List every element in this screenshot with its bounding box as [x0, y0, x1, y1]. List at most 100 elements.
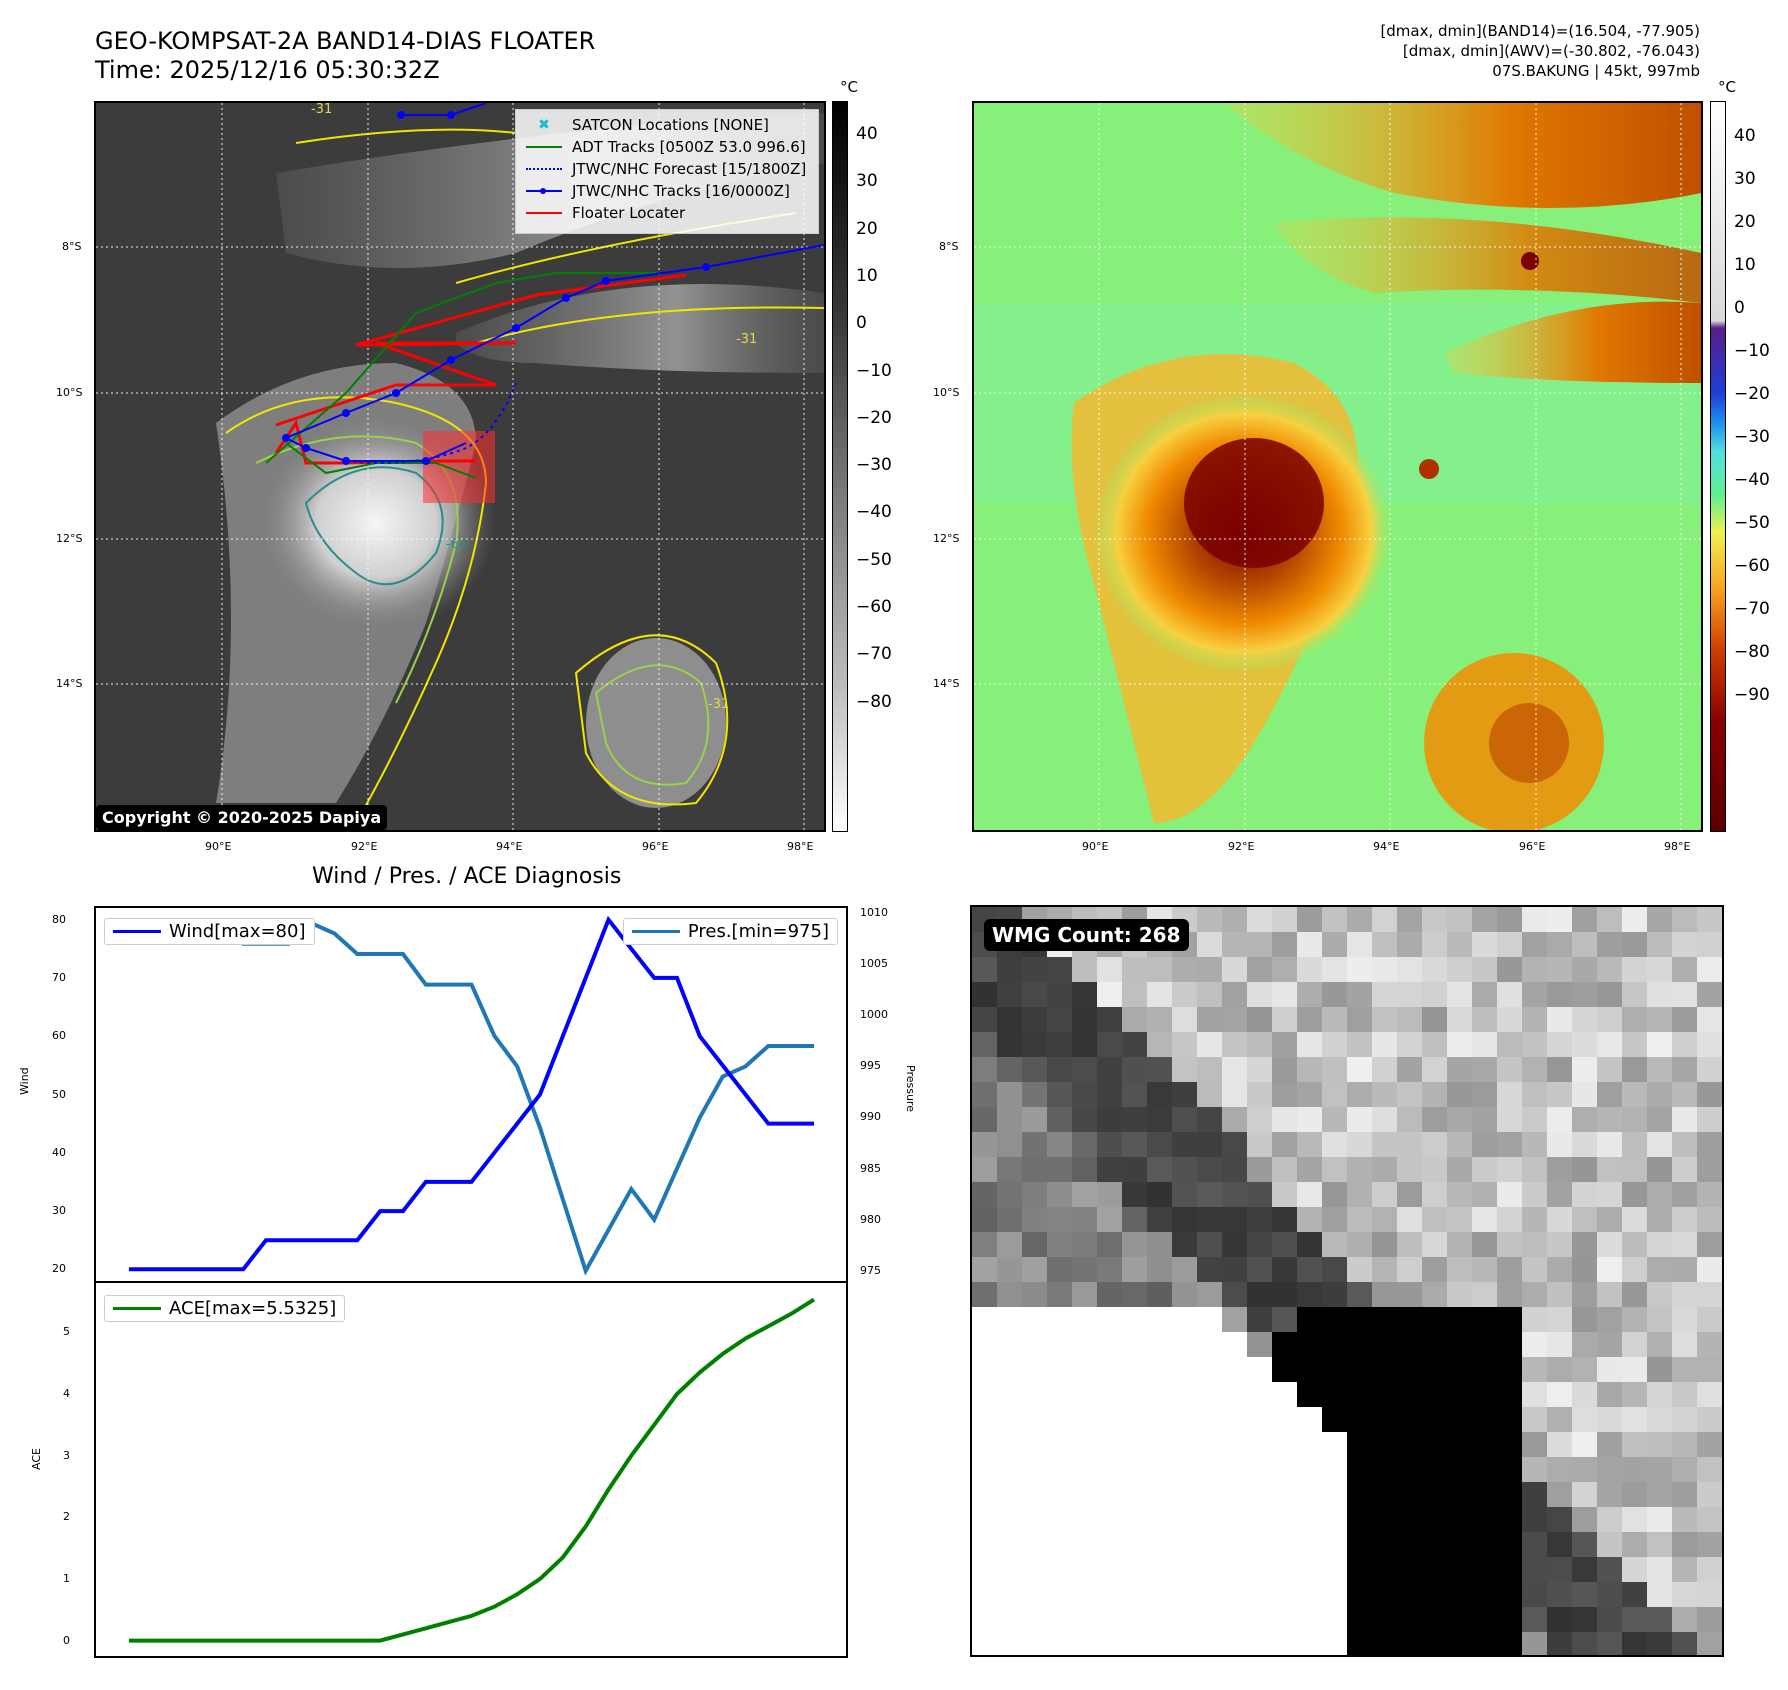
lat-label: 8°S — [62, 240, 82, 253]
pressure-tick-label: 985 — [860, 1161, 881, 1175]
solid-line-icon — [631, 930, 680, 933]
ace-panel: ACE[max=5.5325] — [94, 1281, 848, 1658]
pressure-series-line — [129, 920, 814, 1276]
wmg-image — [972, 907, 1722, 1655]
floater-box — [423, 431, 495, 503]
solid-line-icon — [524, 140, 564, 154]
info-line1: [dmax, dmin](BAND14)=(16.504, -77.905) — [1380, 22, 1700, 40]
ace-tick-label: 1 — [63, 1571, 70, 1585]
colorbar-tick-label: −40 — [1734, 470, 1770, 490]
contour-label: -31 — [311, 103, 332, 117]
figure-title-line2: Time: 2025/12/16 05:30:32Z — [95, 56, 440, 84]
info-line2: [dmax, dmin](AWV)=(-30.802, -76.043) — [1402, 42, 1700, 60]
pres-legend: Pres.[min=975] — [622, 918, 838, 945]
colorbar-tick-label: 10 — [856, 265, 878, 286]
legend-item-adt: ADT Tracks [0500Z 53.0 996.6] — [524, 136, 810, 158]
lat-label: 10°S — [56, 386, 83, 399]
contour-label: -31 — [708, 697, 729, 712]
wmg-count-badge: WMG Count: 268 — [984, 919, 1189, 951]
pressure-tick-label: 990 — [860, 1110, 881, 1124]
colorbar-tick-label: 30 — [1734, 169, 1756, 189]
colorbar-tick-label: 20 — [856, 218, 878, 239]
colorbar-tick-label: −10 — [1734, 341, 1770, 361]
ace-tick-label: 3 — [63, 1448, 70, 1462]
colorbar-tick-label: −30 — [1734, 427, 1770, 447]
lat-label: 14°S — [56, 677, 83, 690]
lon-label: 98°E — [1664, 840, 1691, 853]
legend-item-floater: Floater Locater — [524, 202, 810, 224]
solid-line-icon — [113, 1307, 161, 1310]
wind-tick-label: 70 — [52, 970, 66, 984]
wind-tick-label: 40 — [52, 1145, 66, 1159]
color-colorbar-unit: °C — [1718, 78, 1736, 96]
color-map-gridlines — [974, 103, 1701, 830]
colorbar-tick-label: −90 — [1734, 685, 1770, 705]
legend-item-satcon: ✖ SATCON Locations [NONE] — [524, 114, 810, 136]
colorbar-tick-label: 10 — [1734, 255, 1756, 275]
line-dot-icon — [524, 184, 564, 198]
color-colorbar — [1710, 101, 1726, 832]
colorbar-tick-label: −60 — [1734, 556, 1770, 576]
lat-label: 10°S — [933, 386, 960, 399]
colorbar-tick-label: −20 — [1734, 384, 1770, 404]
wind-tick-label: 60 — [52, 1029, 66, 1043]
lon-label: 90°E — [1082, 840, 1109, 853]
colorbar-tick-label: −40 — [856, 502, 892, 523]
floater-locater-track — [275, 273, 687, 427]
pressure-tick-label: 995 — [860, 1059, 881, 1073]
lon-label: 92°E — [351, 840, 378, 853]
color-map-image — [974, 103, 1701, 830]
pressure-tick-label: 980 — [860, 1212, 881, 1226]
colorbar-tick-label: −20 — [856, 407, 892, 428]
figure-title-line1: GEO-KOMPSAT-2A BAND14-DIAS FLOATER — [95, 27, 596, 55]
map-legend: ✖ SATCON Locations [NONE] ADT Tracks [05… — [515, 109, 819, 234]
wind-pressure-plot — [129, 915, 814, 1276]
jtwc-forecast — [345, 382, 517, 464]
color-map-panel — [972, 101, 1703, 832]
colorbar-tick-label: −80 — [1734, 642, 1770, 662]
solid-line-icon — [524, 206, 564, 220]
colorbar-tick-label: −70 — [856, 644, 892, 665]
x-marker-icon: ✖ — [538, 117, 550, 133]
wind-tick-label: 50 — [52, 1087, 66, 1101]
ace-tick-label: 5 — [63, 1325, 70, 1339]
wmg-panel: WMG Count: 268 — [970, 905, 1724, 1657]
wind-tick-label: 20 — [52, 1262, 66, 1276]
lat-label: 8°S — [939, 240, 959, 253]
colorbar-tick-label: −10 — [856, 360, 892, 381]
copyright-badge: Copyright © 2020-2025 Dapiya — [96, 805, 388, 830]
pressure-tick-label: 1005 — [860, 957, 888, 971]
colorbar-tick-label: −70 — [1734, 599, 1770, 619]
solid-line-icon — [113, 930, 161, 933]
legend-item-jtwc: JTWC/NHC Tracks [16/0000Z] — [524, 180, 810, 202]
ace-legend: ACE[max=5.5325] — [104, 1295, 346, 1322]
pressure-tick-label: 975 — [860, 1263, 881, 1277]
contour-label: -64 — [446, 537, 467, 552]
lon-label: 92°E — [1228, 840, 1255, 853]
ace-axis-label: ACE — [30, 1448, 43, 1470]
lat-label: 12°S — [56, 532, 83, 545]
contour-label: -31 — [736, 332, 757, 347]
colorbar-tick-label: −50 — [856, 549, 892, 570]
ir-map-panel: -31 -64 -31 -31 — [94, 101, 826, 832]
lon-label: 96°E — [1519, 840, 1546, 853]
lon-label: 98°E — [787, 840, 814, 853]
colorbar-tick-label: −80 — [856, 691, 892, 712]
colorbar-tick-label: −60 — [856, 597, 892, 617]
pressure-axis-label: Pressure — [904, 1065, 917, 1112]
ace-plot — [129, 1297, 816, 1643]
ir-colorbar-unit: °C — [840, 78, 858, 96]
lat-label: 12°S — [933, 532, 960, 545]
colorbar-tick-label: −50 — [1734, 513, 1770, 533]
diagnosis-title: Wind / Pres. / ACE Diagnosis — [312, 864, 622, 889]
info-line3: 07S.BAKUNG | 45kt, 997mb — [1492, 62, 1700, 80]
wind-axis-label: Wind — [18, 1067, 31, 1095]
colorbar-tick-label: 40 — [1734, 126, 1756, 146]
wind-tick-label: 80 — [52, 912, 66, 926]
lon-label: 90°E — [205, 840, 232, 853]
legend-item-forecast: JTWC/NHC Forecast [15/1800Z] — [524, 158, 810, 180]
colorbar-tick-label: 30 — [856, 171, 878, 192]
ir-colorbar — [832, 101, 848, 832]
ace-tick-label: 4 — [63, 1386, 70, 1400]
colorbar-tick-label: 20 — [1734, 212, 1756, 232]
